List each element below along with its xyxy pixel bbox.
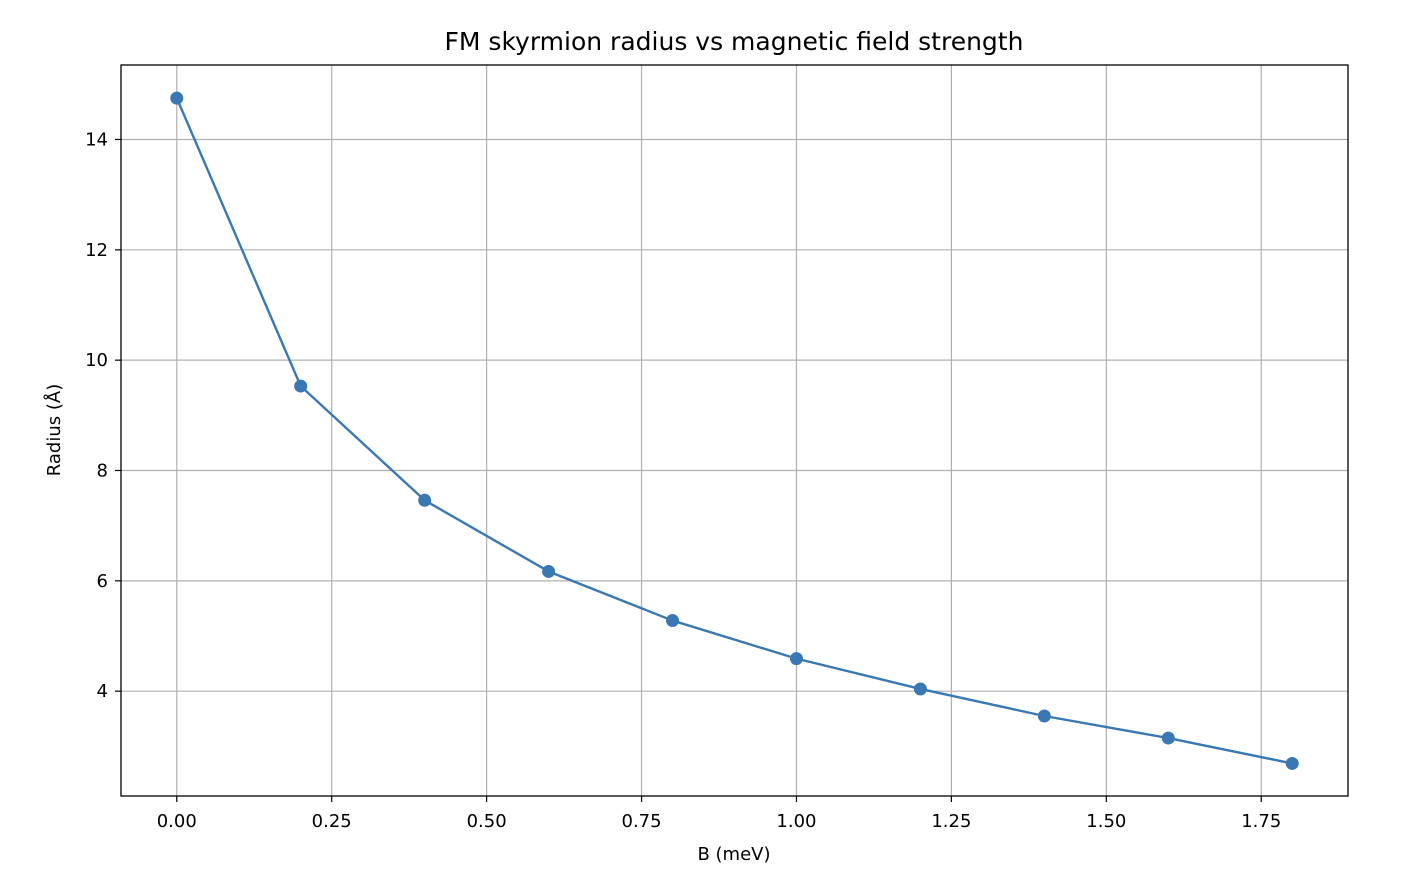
x-tick-label: 0.75 [622,811,662,832]
x-tick-label: 1.25 [931,811,971,832]
y-axis-label: Radius (Å) [43,384,65,476]
x-axis-label: B (meV) [697,844,770,865]
x-tick-label: 0.50 [467,811,507,832]
data-point [294,379,308,393]
x-tick-label: 0.25 [312,811,352,832]
series-line-group [170,91,1299,770]
data-point [1285,756,1299,770]
data-point [789,652,803,666]
plot-area-frame [120,64,1349,797]
y-tick-label: 14 [85,129,108,150]
axis-ticks: 0.00 0.25 0.50 0.75 1.00 1.25 1.50 1.75 4 6 8 10 12 1… [85,129,1281,832]
y-tick-label: 4 [97,681,108,702]
x-tick-label: 1.00 [776,811,816,832]
x-tick-label: 0.00 [157,811,197,832]
grid [121,65,1348,796]
data-point [542,564,556,578]
x-tick-label: 1.50 [1086,811,1126,832]
x-tick-label: 1.75 [1241,811,1281,832]
y-tick-label: 8 [97,460,108,481]
series-line [175,97,1293,765]
data-point [666,614,680,628]
data-point [1161,731,1175,745]
data-point [170,91,184,105]
data-point [1037,709,1051,723]
y-tick-label: 10 [85,350,108,371]
data-point [913,682,927,696]
chart-title: FM skyrmion radius vs magnetic field str… [445,27,1024,56]
y-tick-label: 6 [97,571,108,592]
y-tick-label: 12 [85,240,108,261]
data-point [418,493,432,507]
